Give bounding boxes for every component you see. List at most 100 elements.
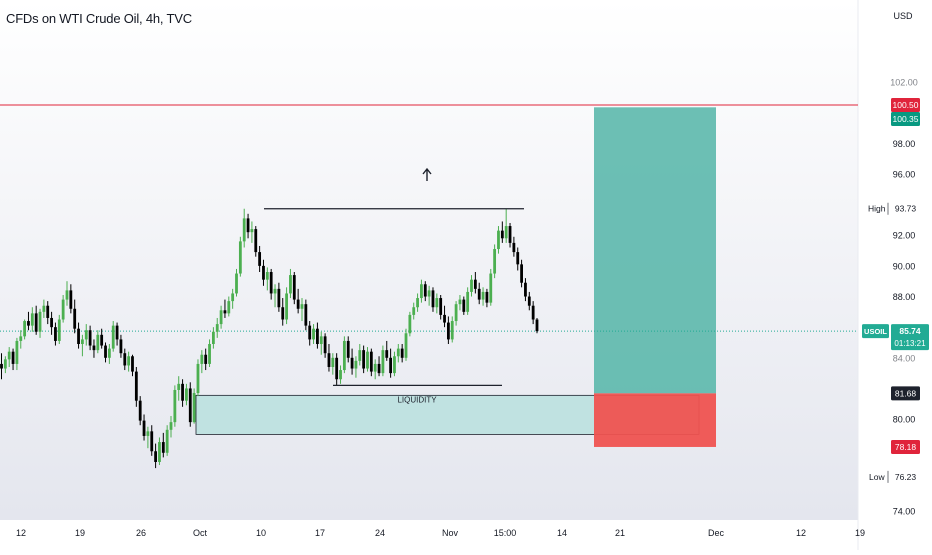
candle-body [477, 288, 481, 300]
y-tick-label: 98.00 [893, 139, 916, 149]
candle-body [262, 265, 265, 280]
candle-body [404, 333, 408, 358]
candle-body [46, 305, 50, 318]
high-price: 93.73 [895, 204, 917, 214]
candle-body [466, 291, 470, 312]
x-tick-label: 26 [136, 528, 146, 538]
candle-body [485, 291, 489, 303]
price-scale-background [858, 0, 932, 520]
candle-body [462, 299, 466, 312]
candle-body [396, 348, 400, 357]
x-tick-label: 19 [75, 528, 85, 538]
candle-body [277, 288, 281, 308]
candle-body [254, 229, 258, 253]
candle-body [7, 351, 11, 360]
candle-body [0, 363, 3, 369]
candle-body [104, 345, 107, 358]
symbol-tag-bg [862, 324, 889, 339]
y-tick-label: 88.00 [893, 292, 916, 302]
candle-body [211, 331, 215, 345]
stop-tag-bg [891, 439, 920, 454]
candle-body [385, 350, 389, 358]
candle-body [42, 305, 46, 312]
candle-body [181, 383, 184, 401]
candle-body [527, 296, 531, 306]
candle-body [23, 321, 27, 337]
candle-body [335, 357, 339, 380]
candle-body [265, 272, 269, 280]
candle-body [150, 431, 154, 452]
candle-body [454, 304, 458, 322]
candle-body [165, 429, 169, 453]
candle-body [88, 330, 92, 346]
countdown: 01:13:21 [894, 339, 926, 348]
candle-body [138, 400, 142, 421]
candle-body [219, 310, 223, 325]
liquidity-label: LIQUIDITY [397, 395, 437, 404]
stop-line-price: 100.50 [893, 100, 919, 110]
candle-body [520, 264, 523, 283]
y-tick-label: 90.00 [893, 261, 916, 271]
candle-body [96, 334, 100, 351]
candle-body [443, 314, 446, 323]
time-scale-background [0, 520, 932, 550]
y-tick-label: 96.00 [893, 169, 916, 179]
candle-body [27, 321, 30, 326]
candle-body [427, 290, 431, 297]
candle-body [389, 357, 393, 374]
candle-body [423, 284, 427, 297]
candle-body [92, 345, 96, 351]
x-tick-label: Oct [193, 528, 208, 538]
candle-body [3, 359, 7, 369]
candle-body [450, 321, 454, 340]
candle-body [308, 325, 312, 340]
candle-body [500, 230, 504, 239]
x-tick-label: 21 [615, 528, 625, 538]
x-tick-label: 12 [16, 528, 26, 538]
candle-body [115, 325, 119, 340]
candle-body [192, 393, 196, 423]
candle-body [54, 327, 57, 341]
candle-body [289, 275, 292, 294]
long-position-tool[interactable] [0, 104, 858, 447]
entry-price: 81.68 [895, 388, 917, 398]
plot-background [0, 0, 858, 520]
stop-line-tag-bg [891, 98, 920, 113]
candle-body [281, 307, 285, 320]
arrow-up-icon [422, 167, 432, 181]
candle-body [323, 336, 327, 354]
x-tick-label: 24 [375, 528, 385, 538]
candle-body [512, 242, 516, 253]
candle-body [531, 305, 535, 320]
candle-body [204, 354, 208, 364]
drawing-annotations[interactable] [264, 167, 524, 387]
candle-body [69, 290, 73, 309]
candle-body [84, 330, 88, 340]
y-tick-label: 80.00 [893, 415, 916, 425]
candle-body [65, 290, 69, 300]
candle-body [158, 442, 161, 462]
candle-body [458, 299, 462, 305]
candle-body [300, 304, 304, 309]
candle-body [481, 291, 485, 300]
target-price: 100.35 [893, 114, 919, 124]
candle-body [350, 357, 354, 369]
candle-body [435, 298, 439, 308]
candle-body [50, 317, 53, 328]
candle-body [123, 353, 127, 366]
candle-body [61, 299, 65, 320]
candle-body [111, 325, 115, 349]
candle-body [420, 284, 423, 299]
candle-body [246, 218, 250, 233]
candle-body [312, 328, 315, 340]
candle-body [215, 324, 219, 332]
candle-body [296, 299, 300, 309]
candle-body [327, 353, 331, 367]
candle-body [489, 273, 493, 303]
candle-body [416, 298, 419, 308]
candle-body [273, 288, 277, 294]
y-tick-label: 102.00 [890, 78, 918, 88]
candle-body [73, 308, 77, 329]
y-tick-label: 84.00 [893, 353, 916, 363]
